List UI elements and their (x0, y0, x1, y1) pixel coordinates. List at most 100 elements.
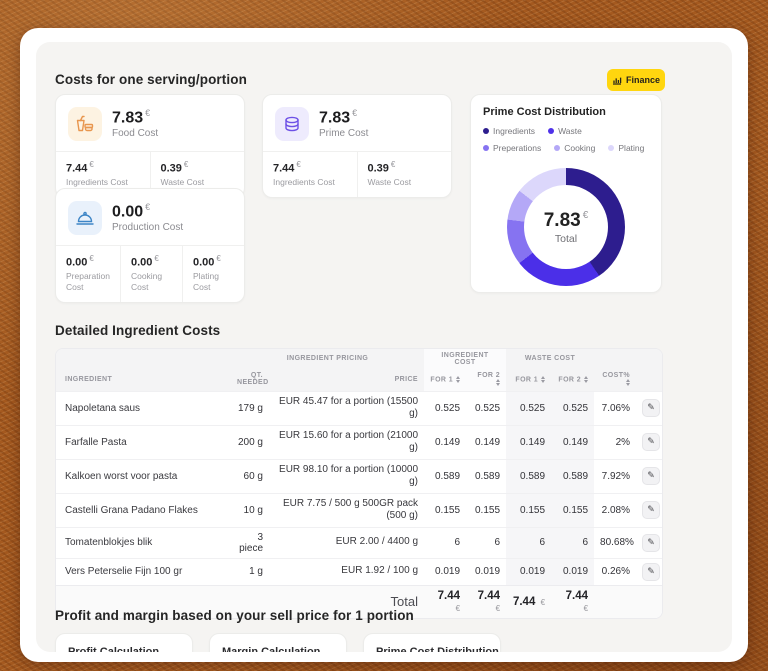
edit-ingredient-button[interactable]: ✎ (642, 501, 661, 519)
price-cell: EUR 2.00 / 4400 g (269, 526, 425, 558)
prime-cost-label: Prime Cost (319, 128, 369, 140)
chart-legend: Ingredients Waste Preperations Cooking P… (483, 126, 649, 153)
distribution-chart-title: Prime Cost Distribution (483, 106, 606, 118)
wc-for2-cell: 0.155 (551, 492, 595, 527)
price-cell: EUR 15.60 for a portion (21000 g) (269, 424, 425, 459)
spacer (56, 349, 231, 368)
edit-ingredient-button[interactable]: ✎ (642, 562, 661, 581)
col-header-wc-for1[interactable]: FOR 1 (506, 368, 551, 391)
col-header-cost-pct[interactable]: COST% (594, 368, 636, 391)
ic-for2-cell: 0.149 (466, 424, 507, 459)
finance-badge-button[interactable]: Finance (607, 69, 665, 91)
wc-for1-cell: 0.589 (506, 458, 552, 493)
production-cost-label: Production Cost (112, 222, 184, 234)
pencil-icon: ✎ (647, 505, 655, 515)
food-cost-value: 7.83 € (112, 107, 151, 126)
prime-cost-distribution-bottom-title: Prime Cost Distribution (376, 646, 499, 652)
ic-for2-cell: 0.155 (466, 492, 507, 527)
food-ingredients-cost: 7.44 € Ingredients Cost (66, 160, 128, 187)
wc-for2-cell: 6 (551, 526, 595, 558)
edit-ingredient-button[interactable]: ✎ (642, 467, 661, 485)
col-header-ic-for2[interactable]: FOR 2 (466, 368, 507, 391)
cost-pct-cell: 80.68% (594, 526, 637, 558)
price-cell: EUR 45.47 for a portion (15500 g) (269, 390, 425, 425)
wc-for1-cell: 6 (506, 526, 552, 558)
pencil-icon: ✎ (647, 471, 655, 481)
legend-item-plating[interactable]: Plating (608, 143, 644, 153)
preparation-cost: 0.00 € Preparation Cost (66, 254, 110, 292)
col-header-ingredient: INGREDIENT (65, 375, 113, 383)
qty-cell: 1 g (231, 557, 269, 585)
wc-for1-cell: 0.525 (506, 390, 552, 425)
wc-for2-cell: 0.019 (551, 557, 595, 585)
donut-center: 7.83 € Total (524, 185, 608, 269)
legend-item-cooking[interactable]: Cooking (554, 143, 595, 153)
edit-cell: ✎ (636, 526, 662, 558)
qty-cell: 10 g (231, 492, 269, 527)
sort-icon[interactable] (626, 379, 631, 387)
profit-section-title: Profit and margin based on your sell pri… (55, 608, 414, 623)
ic-for1-cell: 6 (424, 526, 467, 558)
wc-for2-cell: 0.149 (551, 424, 595, 459)
ic-for1-cell: 0.149 (424, 424, 467, 459)
total-wc-for2: 7.44 € (551, 584, 595, 618)
sort-icon[interactable] (541, 375, 546, 383)
edit-ingredient-button[interactable]: ✎ (642, 533, 661, 552)
table-total-row: Total 7.44 € 7.44 € 7.44 € 7.44 € (56, 584, 662, 618)
prime-cost-value: 7.83 € (319, 107, 358, 126)
sort-icon[interactable] (584, 375, 589, 383)
wc-for1-cell: 0.155 (506, 492, 552, 527)
qty-cell: 60 g (231, 458, 269, 493)
table-header-row: INGREDIENT QT. NEEDED PRICE FOR 1 FOR 2 … (56, 368, 662, 391)
legend-dot (548, 128, 555, 134)
cost-pct-cell: 7.92% (594, 458, 637, 493)
sort-icon[interactable] (456, 375, 461, 383)
cost-pct-cell: 2.08% (594, 492, 637, 527)
spacer (594, 584, 662, 618)
food-cost-label: Food Cost (112, 128, 159, 140)
cost-pct-cell: 0.26% (594, 557, 637, 585)
ic-for1-cell: 0.155 (424, 492, 467, 527)
edit-cell: ✎ (636, 424, 662, 459)
table-row: Napoletana saus 179 g EUR 45.47 for a po… (56, 390, 662, 425)
group-header-ingredient-pricing: INGREDIENT PRICING (286, 355, 369, 362)
ingredient-costs-table: INGREDIENT PRICING INGREDIENT COST WASTE… (55, 348, 663, 619)
edit-cell: ✎ (636, 390, 662, 425)
ic-for1-cell: 0.019 (424, 557, 467, 585)
edit-ingredient-button[interactable]: ✎ (642, 399, 661, 417)
edit-ingredient-button[interactable]: ✎ (642, 433, 661, 451)
finance-badge-label: Finance (625, 75, 660, 85)
ic-for1-cell: 0.589 (424, 458, 467, 493)
legend-item-ingredients[interactable]: Ingredients (483, 126, 535, 136)
table-row: Kalkoen worst voor pasta 60 g EUR 98.10 … (56, 458, 662, 493)
ic-for2-cell: 0.019 (466, 557, 507, 585)
col-header-qty: QT. NEEDED (237, 372, 269, 387)
spacer (594, 349, 662, 368)
currency-symbol: € (145, 201, 151, 212)
ingredient-name: Napoletana saus (56, 390, 231, 425)
group-header-waste-cost: WASTE COST (524, 355, 576, 362)
legend-item-waste[interactable]: Waste (548, 126, 582, 136)
legend-dot (483, 128, 489, 134)
sort-icon[interactable] (496, 379, 501, 387)
ingredient-name: Kalkoen worst voor pasta (56, 458, 231, 493)
prime-cost-donut-chart: 7.83 € Total (507, 168, 625, 286)
pencil-icon: ✎ (647, 537, 655, 548)
ic-for2-cell: 0.525 (466, 390, 507, 425)
profit-calculation-card: Profit Calculation (55, 633, 193, 652)
table-row: Tomatenblokjes blik 3 piece EUR 2.00 / 4… (56, 526, 662, 558)
wc-for2-cell: 0.525 (551, 390, 595, 425)
col-header-price: PRICE (394, 375, 419, 383)
ic-for2-cell: 6 (466, 526, 507, 558)
prime-cost-card: 7.83 € Prime Cost 7.44 € Ingredients Cost … (262, 94, 452, 198)
pencil-icon: ✎ (647, 403, 655, 413)
main-content: Costs for one serving/portion Finance 7.… (36, 42, 732, 652)
col-header-ic-for1[interactable]: FOR 1 (424, 368, 467, 391)
wc-for2-cell: 0.589 (551, 458, 595, 493)
cooking-cost: 0.00 € Cooking Cost (119, 246, 182, 302)
table-row: Farfalle Pasta 200 g EUR 15.60 for a por… (56, 424, 662, 459)
pencil-icon: ✎ (647, 437, 655, 447)
legend-item-preperations[interactable]: Preperations (483, 143, 541, 153)
col-header-wc-for2[interactable]: FOR 2 (551, 368, 594, 391)
pencil-icon: ✎ (647, 566, 655, 577)
